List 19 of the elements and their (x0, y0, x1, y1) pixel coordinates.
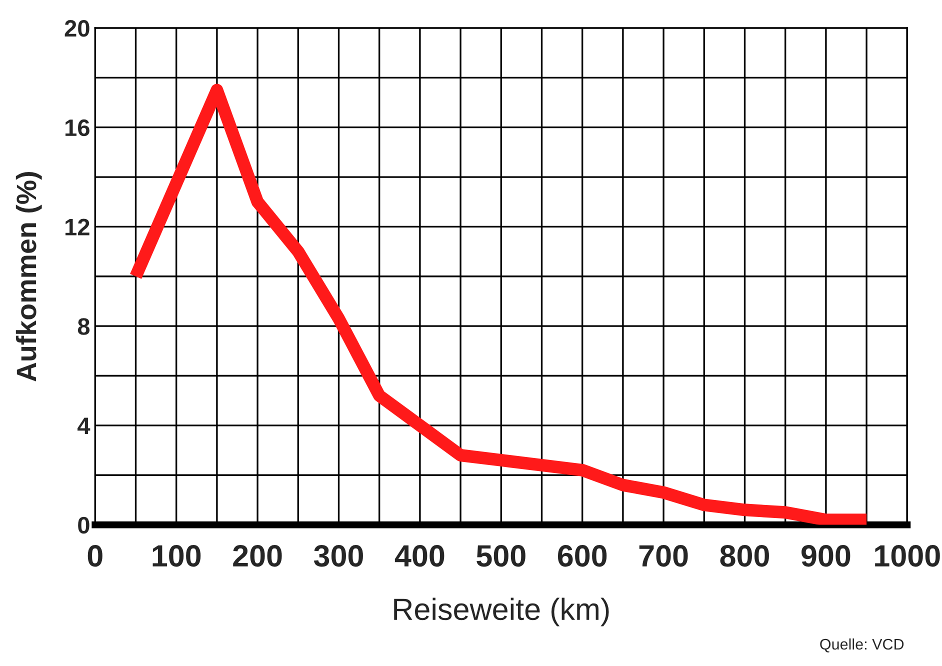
y-axis-title: Aufkommen (%) (16, 172, 42, 382)
y-tick-label: 20 (64, 20, 90, 37)
x-tick-label: 300 (314, 545, 363, 567)
x-tick-label: 100 (152, 545, 201, 567)
x-tick-label: 1000 (875, 545, 940, 567)
y-tick-label: 12 (66, 218, 90, 236)
x-tick-label: 500 (476, 545, 526, 567)
y-tick-label: 16 (66, 119, 90, 136)
x-tick-label: 600 (558, 545, 607, 567)
y-tick-label: 0 (78, 516, 90, 534)
source-note: Quelle: VCD (820, 638, 904, 652)
x-tick-label: 700 (639, 545, 688, 567)
x-tick-label: 400 (394, 545, 444, 567)
x-axis-title: Reiseweite (km) (394, 598, 609, 626)
y-tick-label: 4 (78, 418, 90, 434)
x-tick-label: 200 (233, 545, 282, 567)
y-tick-label: 8 (78, 318, 90, 335)
x-tick-label: 900 (802, 545, 850, 567)
x-tick-label: 800 (720, 545, 769, 567)
